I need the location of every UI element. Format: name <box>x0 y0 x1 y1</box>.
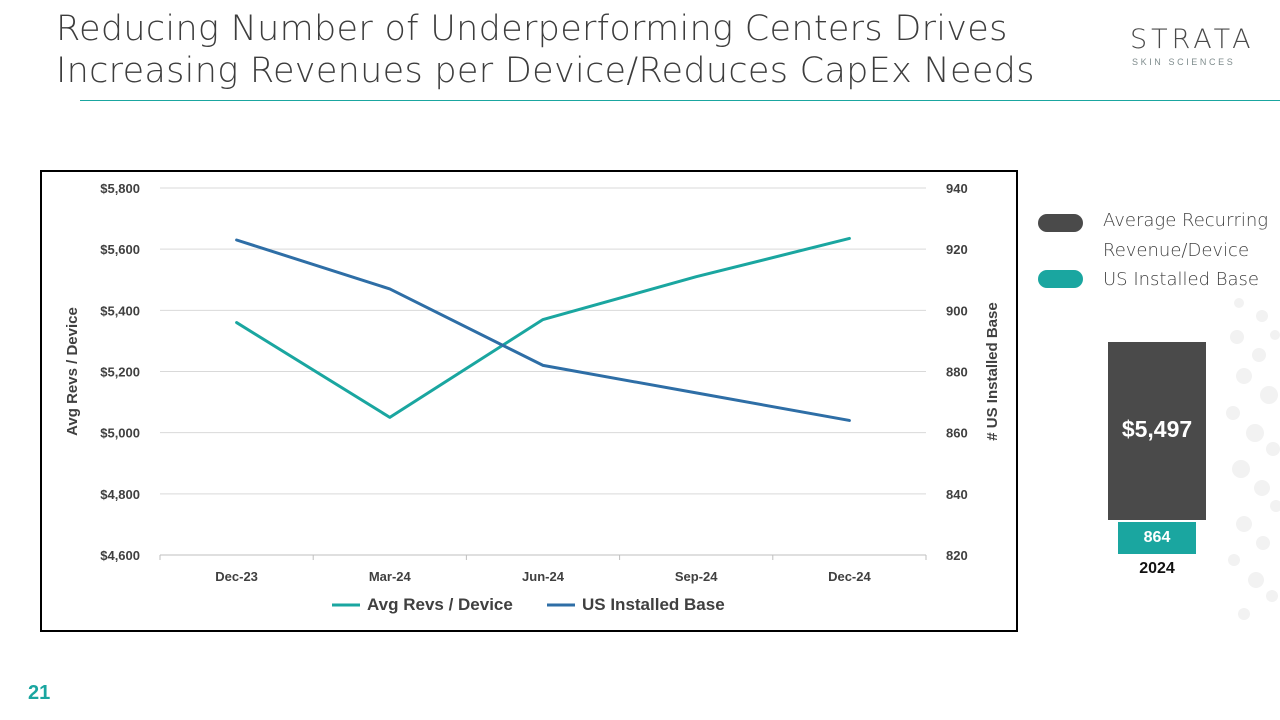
y-tick-label: $4,800 <box>100 487 140 502</box>
decorative-dot <box>1256 310 1268 322</box>
decorative-dot <box>1228 554 1240 566</box>
summary-year-label: 2024 <box>1139 560 1175 577</box>
logo-wordmark: STRATA <box>1130 24 1255 55</box>
y2-axis-label: # US Installed Base <box>984 302 1001 440</box>
decorative-dot <box>1226 406 1240 420</box>
revenue-summary-value: $5,497 <box>1121 416 1193 442</box>
side-legend-label-installed: US Installed Base <box>1103 269 1259 290</box>
y-tick-label: $5,000 <box>100 426 140 441</box>
line-chart: $4,600 $4,800 $5,000 $5,200 $5,400 $5,600 $5,8… <box>40 170 1018 632</box>
decorative-dot <box>1252 348 1266 362</box>
y2-tick-label: 940 <box>946 181 968 196</box>
y2-tick-label: 920 <box>946 242 968 257</box>
installed-summary-box: 864 <box>1118 522 1196 554</box>
slide-title: Reducing Number of Underperforming Cente… <box>56 8 1136 92</box>
legend-label-avg-revs: Avg Revs / Device <box>367 595 513 614</box>
side-legend-label-revenue: Average Recurring Revenue/Device <box>1103 210 1269 261</box>
decorative-dot <box>1232 460 1250 478</box>
page-number: 21 <box>28 682 51 704</box>
legend-swatch-dark <box>1038 214 1083 232</box>
strata-logo: STRATA SKIN SCIENCES <box>1130 24 1275 67</box>
y-tick-label: $4,600 <box>100 548 140 563</box>
series-line-avg-revs <box>235 236 851 419</box>
x-tick-label: Dec-24 <box>828 569 871 584</box>
revenue-summary-bar: $5,497 <box>1108 342 1206 520</box>
y-tick-label: $5,200 <box>100 365 140 380</box>
title-line-1: Reducing Number of Underperforming Cente… <box>56 9 1008 49</box>
y-tick-label: $5,600 <box>100 242 140 257</box>
logo-tagline: SKIN SCIENCES <box>1132 57 1236 67</box>
y2-tick-label: 840 <box>946 487 968 502</box>
x-tick-label: Mar-24 <box>369 569 412 584</box>
decorative-dot <box>1270 330 1280 340</box>
decorative-dot <box>1246 424 1264 442</box>
y-tick-label: $5,800 <box>100 181 140 196</box>
legend-swatch-teal <box>1038 270 1083 288</box>
decorative-dot <box>1238 608 1250 620</box>
decorative-dot <box>1260 386 1278 404</box>
decorative-dot <box>1270 500 1280 512</box>
decorative-dot <box>1248 572 1264 588</box>
decorative-dot <box>1256 536 1270 550</box>
decorative-dot <box>1254 480 1270 496</box>
x-tick-label: Jun-24 <box>522 569 565 584</box>
decorative-dot <box>1234 298 1244 308</box>
decorative-dot <box>1266 442 1280 456</box>
y2-tick-label: 820 <box>946 548 968 563</box>
legend-label-installed-base: US Installed Base <box>582 595 725 614</box>
decorative-dots <box>1226 290 1280 630</box>
decorative-dot <box>1236 516 1252 532</box>
decorative-dot <box>1266 590 1278 602</box>
title-line-2: Increasing Revenues per Device/Reduces C… <box>56 51 1035 91</box>
series-line-installed-base <box>235 238 851 422</box>
decorative-dot <box>1230 330 1244 344</box>
y2-tick-label: 860 <box>946 426 968 441</box>
x-tick-label: Sep-24 <box>675 569 718 584</box>
decorative-dot <box>1236 368 1252 384</box>
y2-tick-label: 880 <box>946 365 968 380</box>
y2-tick-label: 900 <box>946 303 968 318</box>
title-divider <box>80 100 1280 101</box>
y-tick-label: $5,400 <box>100 303 140 318</box>
x-tick-label: Dec-23 <box>215 569 258 584</box>
y-axis-label: Avg Revs / Device <box>64 307 81 436</box>
chart-canvas: $4,600 $4,800 $5,000 $5,200 $5,400 $5,600 $5,8… <box>64 181 1001 614</box>
